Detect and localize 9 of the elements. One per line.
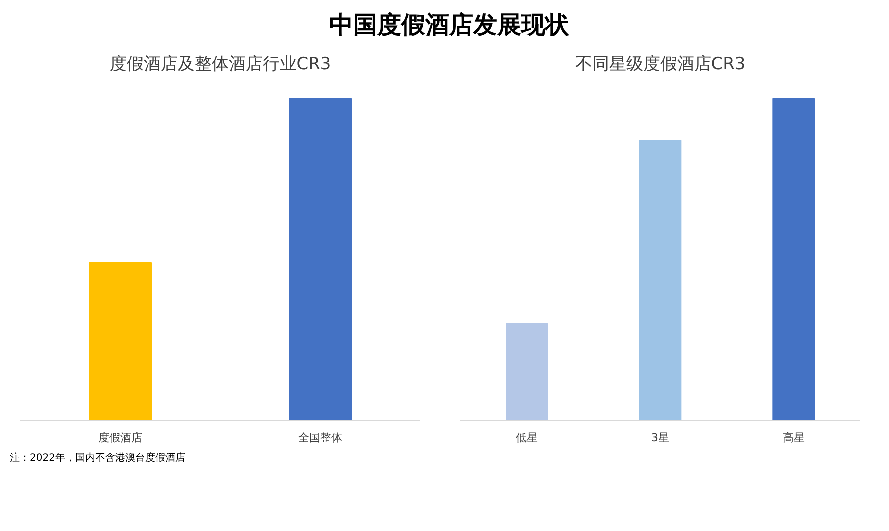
x-tick-label: 度假酒店	[98, 432, 142, 445]
x-tick-label: 低星	[516, 432, 538, 445]
x-tick-label: 全国整体	[298, 432, 342, 445]
x-tick-label: 3星	[652, 432, 670, 445]
chart-title: 不同星级度假酒店CR3	[575, 54, 746, 75]
text: 注：2022年，国内不含港澳台度假酒店	[10, 452, 186, 466]
chart-title: 中国度假酒店发展现状	[330, 10, 570, 41]
x-tick-label: 高星	[782, 432, 805, 445]
chart-subtitle: 度假酒店及整体酒店行业CR3	[110, 54, 332, 75]
